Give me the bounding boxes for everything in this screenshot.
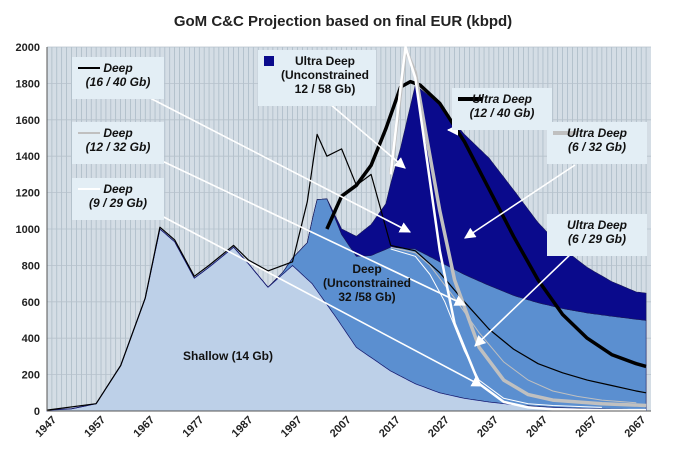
annotation-text-line: Ultra Deep xyxy=(472,92,532,106)
x-tick-label: 2047 xyxy=(524,414,550,440)
y-tick-label: 800 xyxy=(22,260,40,272)
y-tick-label: 1800 xyxy=(16,78,40,90)
annotation-arrow xyxy=(149,97,411,233)
legend-square-marker xyxy=(264,56,274,66)
annotation-text-line: 32 /58 Gb) xyxy=(338,290,395,304)
x-tick-label: 2007 xyxy=(328,414,354,440)
annotation-arrow xyxy=(159,214,483,387)
y-tick-label: 1200 xyxy=(16,188,40,200)
x-tick-label: 2017 xyxy=(377,414,403,440)
chart-title: GoM C&C Projection based on final EUR (k… xyxy=(174,13,512,30)
annotation-arrow xyxy=(159,159,467,306)
annotation-text-line: (6 / 32 Gb) xyxy=(568,140,626,154)
y-tick-label: 600 xyxy=(22,297,40,309)
x-tick-label: 1997 xyxy=(279,414,305,440)
annotation-text-line: (9 / 29 Gb) xyxy=(89,196,147,210)
annotation-text-line: (Unconstrained xyxy=(281,68,369,82)
annotations: Deep(16 / 40 Gb)Deep(12 / 32 Gb)Deep(9 /… xyxy=(72,50,647,363)
annotation-text-line: (12 / 32 Gb) xyxy=(86,140,151,154)
annotation-box xyxy=(547,122,647,164)
line-ultra-deep-6-29 xyxy=(389,45,647,412)
annotation-text-line: Deep xyxy=(103,126,132,140)
annotation-text-line: (12 / 40 Gb) xyxy=(470,106,535,120)
y-tick-label: 2000 xyxy=(16,42,40,54)
annotation-text-line: 12 / 58 Gb) xyxy=(295,82,356,96)
x-tick-label: 2067 xyxy=(622,414,648,440)
annotation-text-line: (16 / 40 Gb) xyxy=(86,75,151,89)
annotation-text-line: Ultra Deep xyxy=(295,54,355,68)
area-ultra-deep-unconstrained xyxy=(46,84,647,411)
line-deep-12-32 xyxy=(390,246,637,404)
y-tick-label: 0 xyxy=(34,406,40,418)
y-tick-label: 1400 xyxy=(16,151,40,163)
y-axis-ticks: 0 200 400 600 800 1000 1200 1400 1600 1800 2000 xyxy=(16,42,40,418)
annotation-arrow xyxy=(474,249,576,347)
y-tick-label: 1000 xyxy=(16,224,40,236)
annotation-text-line: Ultra Deep xyxy=(567,218,627,232)
annotation-arrow xyxy=(464,164,576,239)
annotation-text-line: Deep xyxy=(103,182,132,196)
y-tick-label: 400 xyxy=(22,333,40,345)
x-axis-ticks: 1947 1957 1967 1977 1987 1997 2007 2017 2027 2037… xyxy=(33,414,648,440)
x-tick-label: 2027 xyxy=(426,414,452,440)
annotation-arrows xyxy=(149,97,576,387)
x-tick-label: 1967 xyxy=(131,414,157,440)
annotation-deep-16-40: Deep(16 / 40 Gb) xyxy=(72,57,164,99)
y-tick-label: 200 xyxy=(22,370,40,382)
annotation-ultra-deep-6-29: Ultra Deep(6 / 29 Gb) xyxy=(547,214,647,256)
annotation-ultra-deep-6-32: Ultra Deep(6 / 32 Gb) xyxy=(547,122,647,164)
x-tick-label: 2057 xyxy=(573,414,599,440)
x-tick-label: 2037 xyxy=(475,414,501,440)
annotation-text-line: Shallow (14 Gb) xyxy=(183,349,273,363)
line-deep-16-40 xyxy=(46,133,647,411)
annotation-text-line: (Unconstrained xyxy=(323,276,411,290)
annotation-shallow: Shallow (14 Gb) xyxy=(183,349,273,363)
annotation-ultra-deep-12-40: Ultra Deep(12 / 40 Gb) xyxy=(452,88,552,130)
annotation-text-line: Ultra Deep xyxy=(567,126,627,140)
x-tick-label: 1957 xyxy=(82,414,108,440)
annotation-text-line: Deep xyxy=(352,262,381,276)
x-tick-label: 1977 xyxy=(181,414,207,440)
y-tick-label: 1600 xyxy=(16,115,40,127)
annotation-box xyxy=(72,122,164,164)
annotation-box xyxy=(452,88,552,130)
annotation-arrow xyxy=(329,103,406,169)
annotation-box xyxy=(547,214,647,256)
x-tick-label: 1987 xyxy=(230,414,256,440)
axes xyxy=(46,47,651,412)
annotation-deep-12-32: Deep(12 / 32 Gb) xyxy=(72,122,164,164)
annotation-text-line: (6 / 29 Gb) xyxy=(568,232,626,246)
annotation-deep-9-29: Deep(9 / 29 Gb) xyxy=(72,178,164,220)
annotation-box xyxy=(258,50,376,106)
annotation-box xyxy=(72,57,164,99)
annotation-box xyxy=(72,178,164,220)
annotation-text-line: Deep xyxy=(103,61,132,75)
